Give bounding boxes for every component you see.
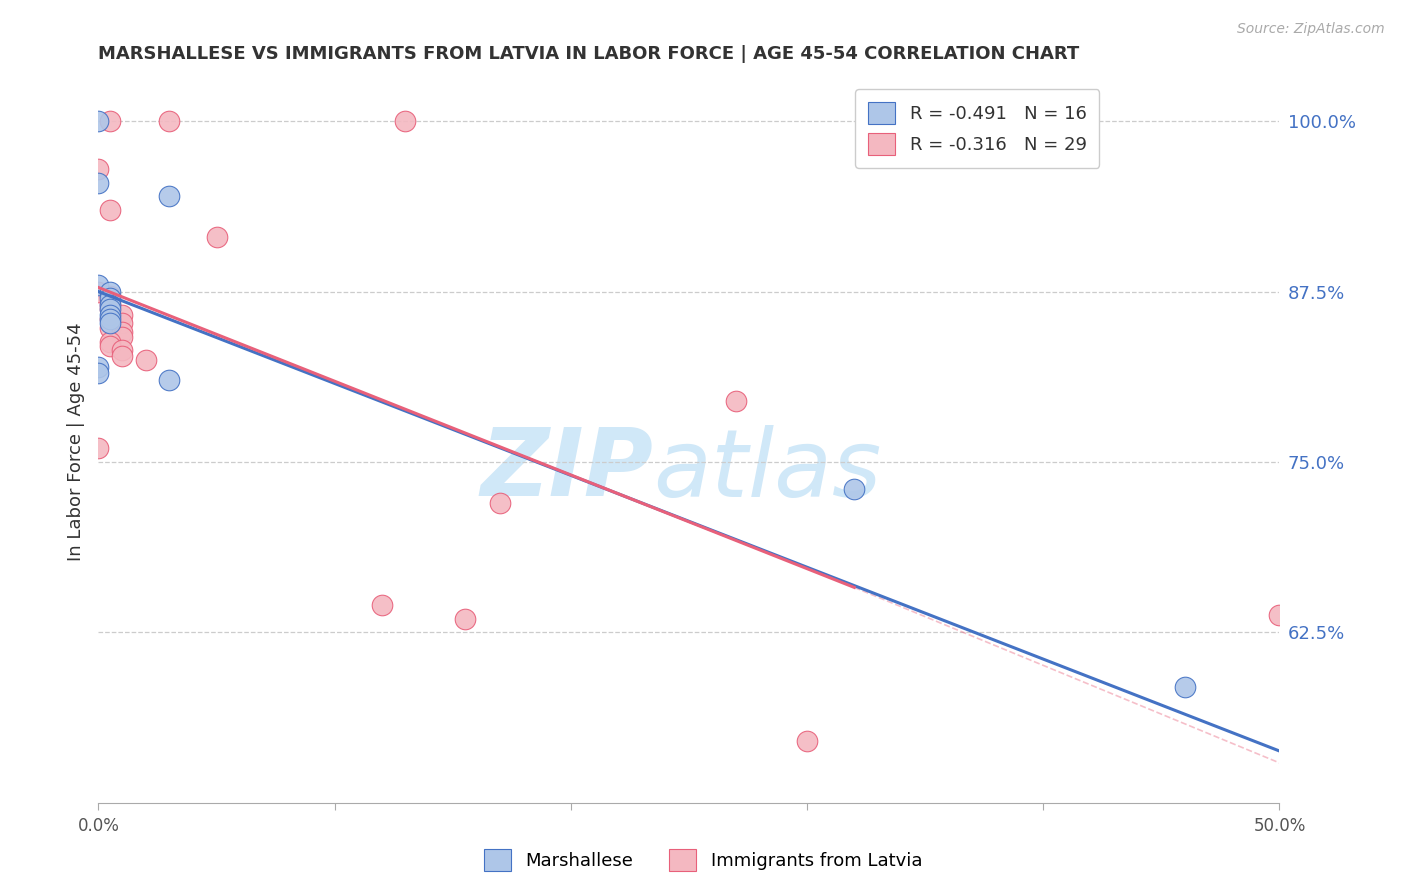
Point [205, 230, 228, 244]
Point [371, 598, 394, 612]
Point [98, 311, 121, 326]
Point [725, 393, 748, 408]
Point [1268, 607, 1291, 622]
Point [87, 285, 110, 299]
Point [98, 285, 121, 299]
Point [87, 359, 110, 374]
Point [111, 343, 134, 358]
Point [98, 334, 121, 349]
Point [453, 612, 475, 626]
Point [111, 326, 134, 340]
Point [87, 367, 110, 381]
Point [98, 308, 121, 322]
Point [87, 442, 110, 456]
Point [87, 114, 110, 128]
Point [796, 734, 818, 748]
Point [111, 329, 134, 343]
Point [98, 298, 121, 312]
Point [157, 373, 180, 387]
Point [87, 277, 110, 292]
Point [1174, 680, 1197, 694]
Point [157, 114, 180, 128]
Point [98, 202, 121, 217]
Text: atlas: atlas [654, 425, 882, 516]
Point [98, 298, 121, 312]
Point [98, 302, 121, 317]
Point [157, 189, 180, 203]
Point [111, 308, 134, 322]
Point [844, 482, 866, 496]
Point [135, 352, 157, 367]
Legend: Marshallese, Immigrants from Latvia: Marshallese, Immigrants from Latvia [477, 842, 929, 879]
Legend: R = -0.491   N = 16, R = -0.316   N = 29: R = -0.491 N = 16, R = -0.316 N = 29 [855, 89, 1099, 168]
Point [98, 302, 121, 317]
Point [98, 339, 121, 353]
Point [87, 161, 110, 176]
Point [98, 321, 121, 335]
Text: MARSHALLESE VS IMMIGRANTS FROM LATVIA IN LABOR FORCE | AGE 45-54 CORRELATION CHA: MARSHALLESE VS IMMIGRANTS FROM LATVIA IN… [98, 45, 1080, 63]
Point [111, 349, 134, 363]
Y-axis label: In Labor Force | Age 45-54: In Labor Force | Age 45-54 [66, 322, 84, 561]
Point [98, 311, 121, 326]
Point [98, 294, 121, 309]
Point [98, 316, 121, 330]
Text: Source: ZipAtlas.com: Source: ZipAtlas.com [1237, 22, 1385, 37]
Point [98, 288, 121, 302]
Point [111, 316, 134, 330]
Point [98, 114, 121, 128]
Point [394, 114, 416, 128]
Point [87, 176, 110, 190]
Text: ZIP: ZIP [481, 425, 654, 516]
Point [98, 292, 121, 306]
Point [489, 496, 512, 510]
